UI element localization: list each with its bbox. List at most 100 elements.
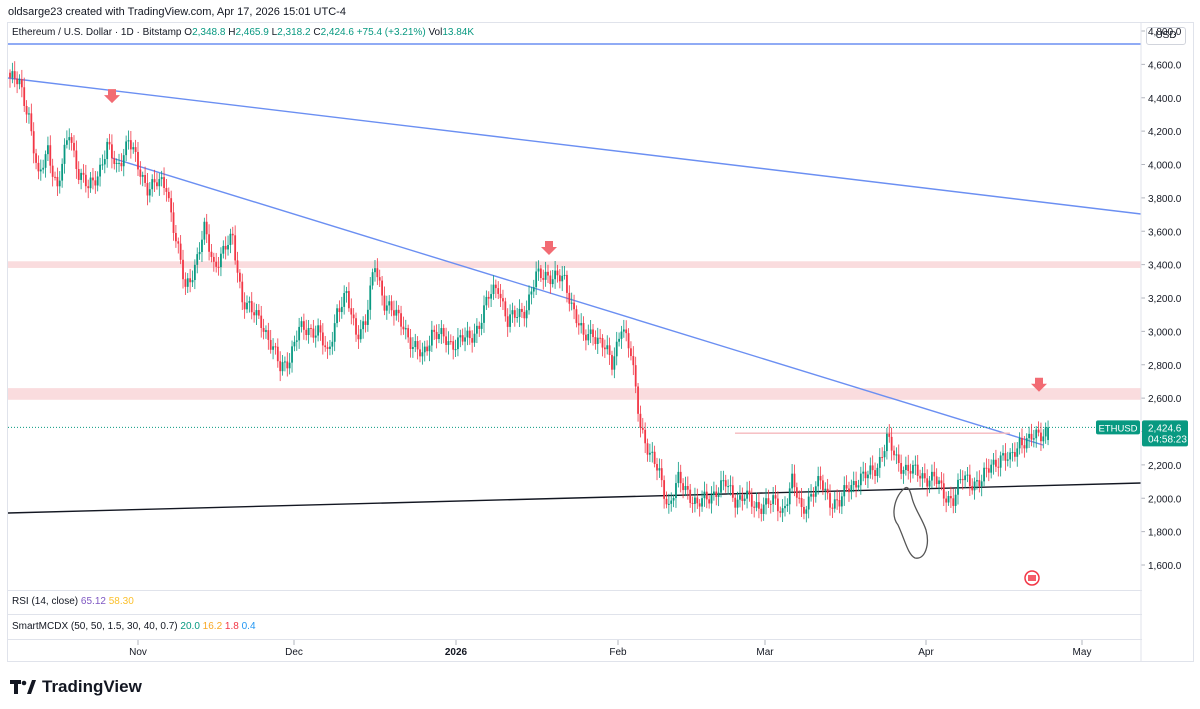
candle-body bbox=[1006, 459, 1009, 461]
candle-body bbox=[229, 233, 232, 245]
candle bbox=[812, 487, 815, 507]
candle-body bbox=[366, 309, 369, 325]
candle bbox=[412, 337, 414, 358]
candle bbox=[205, 213, 208, 244]
candle-body bbox=[416, 341, 419, 350]
candle-body bbox=[393, 310, 395, 316]
candle-body bbox=[153, 179, 156, 183]
candle-body bbox=[1025, 438, 1028, 449]
candle bbox=[364, 314, 367, 333]
candle-body bbox=[722, 480, 725, 482]
rsi-label: RSI (14, close) bbox=[12, 596, 79, 607]
candle bbox=[551, 269, 554, 288]
mcdx-value-4: 0.4 bbox=[241, 621, 256, 632]
candle bbox=[134, 139, 137, 162]
candle-body bbox=[504, 301, 507, 317]
candle bbox=[869, 457, 872, 479]
candle bbox=[146, 172, 149, 206]
candle bbox=[336, 304, 338, 328]
candle bbox=[746, 481, 748, 509]
candle-body bbox=[234, 235, 237, 261]
candle-body bbox=[627, 333, 630, 349]
candle bbox=[663, 475, 666, 509]
candle bbox=[1016, 442, 1019, 467]
candle bbox=[461, 328, 464, 346]
candle-body bbox=[222, 245, 225, 254]
candle-body bbox=[625, 329, 628, 334]
candle-body bbox=[47, 145, 49, 155]
candle bbox=[613, 347, 616, 379]
candle-body bbox=[720, 480, 722, 493]
candle bbox=[523, 305, 526, 327]
candle bbox=[58, 171, 61, 194]
candle bbox=[148, 182, 151, 203]
candle-body bbox=[570, 302, 573, 304]
candle bbox=[388, 295, 391, 314]
candle bbox=[594, 330, 597, 350]
candle bbox=[942, 473, 945, 507]
rsi-legend[interactable]: RSI (14, close) 65.12 58.30 bbox=[12, 596, 134, 607]
candle bbox=[28, 107, 30, 124]
candle bbox=[25, 100, 28, 123]
candle bbox=[902, 466, 905, 484]
candle bbox=[423, 340, 426, 362]
candle bbox=[672, 494, 675, 508]
candle bbox=[803, 498, 805, 520]
candle bbox=[217, 256, 220, 276]
currency-button[interactable]: USD bbox=[1146, 27, 1186, 45]
tradingview-logo-icon bbox=[10, 680, 36, 694]
candle bbox=[743, 494, 746, 505]
candle bbox=[428, 335, 431, 362]
candle bbox=[490, 284, 493, 308]
candle bbox=[47, 136, 49, 162]
symbol-legend[interactable]: Ethereum / U.S. Dollar · 1D · Bitstamp O… bbox=[12, 27, 474, 38]
candle-body bbox=[96, 176, 99, 186]
candle-body bbox=[473, 333, 476, 343]
candle bbox=[160, 170, 163, 187]
candle bbox=[321, 323, 324, 355]
candle bbox=[561, 266, 564, 292]
down-arrow-icon bbox=[1031, 377, 1047, 392]
candle-body bbox=[340, 306, 343, 313]
candle-body bbox=[864, 471, 867, 479]
candle-body bbox=[973, 481, 976, 491]
ticker-tag bbox=[1096, 420, 1140, 435]
candle bbox=[108, 133, 111, 150]
candle bbox=[810, 484, 812, 502]
candle-body bbox=[705, 491, 708, 500]
candle-body bbox=[765, 498, 767, 505]
candle-body bbox=[611, 354, 613, 370]
candle-body bbox=[660, 468, 663, 481]
candle-body bbox=[35, 153, 37, 163]
mcdx-legend[interactable]: SmartMCDX (50, 50, 1.5, 30, 40, 0.7) 20.… bbox=[12, 621, 256, 632]
candle-body bbox=[525, 310, 528, 319]
candle-body bbox=[56, 176, 59, 187]
candle bbox=[599, 329, 602, 344]
candle-body bbox=[492, 284, 495, 295]
candle bbox=[625, 320, 628, 342]
candle-body bbox=[897, 454, 900, 464]
candle-body bbox=[314, 335, 317, 338]
candle-body bbox=[561, 275, 564, 282]
candle bbox=[589, 320, 592, 344]
candle-body bbox=[272, 346, 274, 350]
candle-body bbox=[710, 494, 713, 504]
candle bbox=[622, 319, 625, 338]
candle-body bbox=[336, 308, 338, 324]
candle-body bbox=[288, 362, 291, 369]
candle-body bbox=[618, 338, 620, 342]
candle-body bbox=[32, 131, 35, 154]
candle-body bbox=[634, 365, 637, 387]
candle bbox=[494, 279, 497, 299]
candle bbox=[862, 461, 865, 482]
candle-body bbox=[912, 465, 914, 474]
candle bbox=[480, 314, 483, 336]
candle bbox=[537, 260, 540, 281]
candle bbox=[701, 490, 703, 512]
candle-body bbox=[243, 302, 246, 310]
tradingview-logo: TradingView bbox=[10, 677, 142, 697]
candle bbox=[1035, 426, 1038, 448]
candle-body bbox=[404, 328, 407, 330]
candle bbox=[788, 482, 791, 515]
